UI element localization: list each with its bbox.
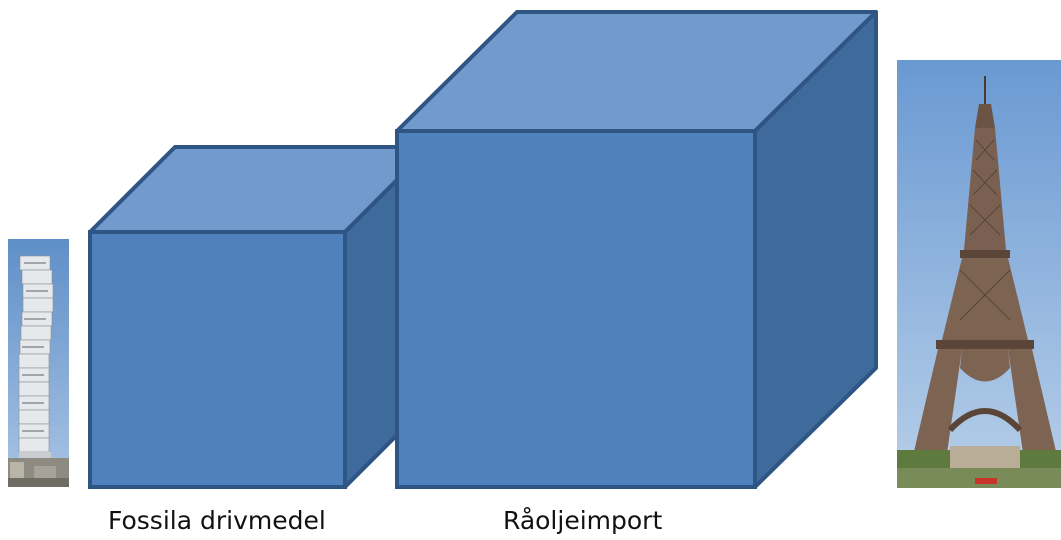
eiffel-tower-photo (897, 60, 1061, 488)
cube-raoljeimport (395, 10, 878, 489)
label-fossila-drivmedel: Fossila drivmedel (108, 506, 326, 535)
label-raoljeimport: Råoljeimport (503, 506, 663, 535)
cube-fossila-drivmedel (88, 145, 432, 489)
turning-torso-photo (8, 239, 69, 487)
cube-front-face (88, 230, 347, 489)
cube-front-face (395, 129, 757, 489)
